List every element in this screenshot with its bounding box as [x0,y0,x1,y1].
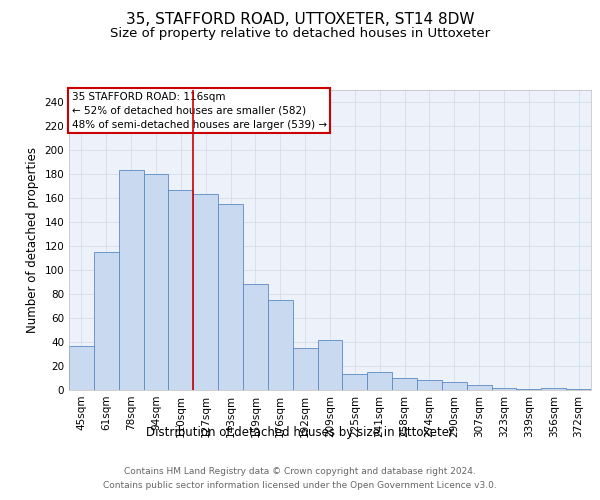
Text: 35, STAFFORD ROAD, UTTOXETER, ST14 8DW: 35, STAFFORD ROAD, UTTOXETER, ST14 8DW [126,12,474,28]
Y-axis label: Number of detached properties: Number of detached properties [26,147,39,333]
Bar [417,380,442,390]
Bar [119,170,143,390]
Bar [169,190,193,390]
Bar [268,300,293,390]
Bar [94,252,119,390]
Text: Size of property relative to detached houses in Uttoxeter: Size of property relative to detached ho… [110,28,490,40]
Bar [193,194,218,390]
Bar [343,374,367,390]
Bar [491,388,517,390]
Text: Distribution of detached houses by size in Uttoxeter: Distribution of detached houses by size … [146,426,454,439]
Bar [566,389,591,390]
Bar [541,388,566,390]
Bar [143,174,169,390]
Bar [293,348,317,390]
Bar [243,284,268,390]
Bar [69,346,94,390]
Bar [467,385,491,390]
Bar [317,340,343,390]
Text: Contains public sector information licensed under the Open Government Licence v3: Contains public sector information licen… [103,481,497,490]
Bar [367,372,392,390]
Bar [442,382,467,390]
Text: 35 STAFFORD ROAD: 116sqm
← 52% of detached houses are smaller (582)
48% of semi-: 35 STAFFORD ROAD: 116sqm ← 52% of detach… [71,92,327,130]
Text: Contains HM Land Registry data © Crown copyright and database right 2024.: Contains HM Land Registry data © Crown c… [124,467,476,476]
Bar [218,204,243,390]
Bar [392,378,417,390]
Bar [517,389,541,390]
